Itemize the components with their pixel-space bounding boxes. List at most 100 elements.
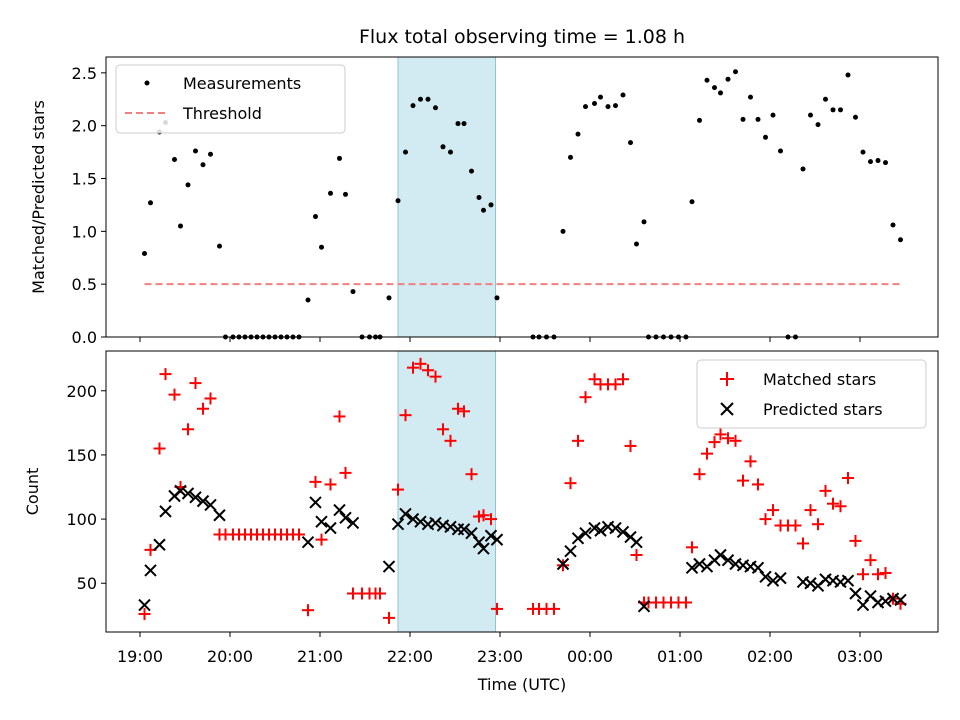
predicted-star-point (309, 496, 322, 509)
matched-star-point (392, 483, 404, 496)
measurement-point (800, 166, 806, 172)
measurement-point (712, 85, 717, 91)
time-x-tick-label: 23:00 (477, 647, 523, 666)
matched-star-point (693, 468, 706, 481)
matched-star-point (548, 602, 560, 615)
predicted-star-point (856, 598, 870, 612)
predicted-star-point (879, 594, 892, 608)
matched-star-point (834, 500, 847, 513)
matched-star-point (383, 611, 395, 624)
matched-star-point (153, 442, 166, 455)
matched-star-point (189, 377, 202, 390)
measurement-point (605, 104, 611, 110)
measurement-point (217, 243, 222, 249)
ratio-y-tick-label: 2.5 (72, 64, 97, 83)
count-y-tick-label: 200 (66, 382, 97, 401)
measurement-point (592, 100, 597, 106)
legend-matched-marker (720, 372, 734, 386)
matched-star-point (722, 432, 734, 445)
matched-star-point (572, 434, 584, 447)
count-y-tick-label: 50 (77, 574, 97, 593)
time-x-tick-label: 20:00 (207, 647, 253, 666)
observing-window-highlight-bottom (397, 350, 496, 633)
count-legend: Matched stars Predicted stars (696, 359, 927, 429)
matched-star-point (680, 596, 692, 609)
predicted-star-point (429, 516, 442, 530)
measurement-point (403, 149, 408, 155)
measurement-point (641, 219, 647, 225)
matched-star-point (579, 391, 592, 404)
predicted-star-point (637, 600, 651, 613)
matched-star-point (399, 409, 412, 422)
measurement-point (704, 77, 710, 83)
matched-star-point (422, 364, 434, 377)
matched-star-point (872, 568, 884, 581)
matched-star-point (564, 477, 577, 490)
measurement-point (148, 200, 153, 206)
time-x-axis-label: Time (UTC) (477, 675, 566, 694)
predicted-star-point (594, 524, 607, 537)
ratio-y-tick-label: 2.0 (72, 117, 97, 136)
count-y-tick-label: 150 (66, 446, 97, 465)
predicted-star-point (714, 548, 727, 562)
measurement-point (142, 251, 147, 257)
matched-star-point (444, 434, 457, 447)
predicted-star-point (609, 521, 622, 535)
measurement-point (860, 149, 866, 155)
measurement-point (718, 90, 723, 96)
ratio-panel: 0.0 0.5 1.0 1.5 2.0 2.5 Matched/Predicted sta… (29, 56, 939, 347)
predicted-star-point (759, 570, 772, 584)
predicted-star-point (693, 557, 706, 571)
ratio-y-tick-label: 0.0 (72, 328, 97, 347)
ratio-y-tick-label: 1.5 (72, 170, 97, 189)
ratio-y-axis-label: Matched/Predicted stars (29, 100, 48, 294)
chart-title: Flux total observing time = 1.08 h (359, 26, 685, 48)
predicted-star-point (484, 529, 498, 542)
measurement-point (634, 241, 639, 247)
matched-star-point (588, 373, 601, 386)
matched-star-point (429, 370, 442, 383)
matched-star-point (708, 436, 721, 449)
matched-star-point (729, 434, 742, 447)
time-x-tick-label: 02:00 (747, 647, 793, 666)
matched-star-point (197, 402, 209, 415)
predicted-star-point (477, 542, 490, 555)
matched-star-point (485, 513, 497, 526)
measurement-point (815, 122, 821, 128)
predicted-star-point (894, 593, 907, 607)
measurement-point (830, 107, 836, 113)
time-x-tick-label: 01:00 (657, 647, 703, 666)
predicted-star-point (556, 557, 570, 571)
predicted-star-point (333, 503, 346, 517)
measurement-point (455, 121, 461, 127)
count-panel: 50 100 150 200 19:00 20:00 21:00 22:00 23:00 00:… (23, 350, 939, 694)
predicted-star-point (213, 509, 226, 522)
measurement-point (328, 190, 333, 196)
matched-star-point (812, 518, 824, 531)
legend-matched-label: Matched stars (763, 370, 876, 389)
legend-measurements-marker (144, 80, 150, 86)
predicted-star-point (766, 574, 780, 587)
measurement-point (461, 121, 467, 127)
matched-star-point (324, 478, 337, 491)
matched-star-point (609, 378, 622, 391)
predicted-star-point (804, 577, 817, 590)
measurement-point (575, 131, 581, 137)
measurement-point (755, 116, 761, 122)
measurement-point (838, 107, 843, 113)
measurement-point (770, 112, 776, 118)
matched-star-point (315, 533, 328, 546)
time-x-tick-label: 22:00 (387, 647, 433, 666)
ratio-y-tick-label: 0.5 (72, 275, 97, 294)
measurement-point (410, 103, 416, 109)
matched-star-point (465, 468, 478, 481)
legend-predicted-marker (720, 402, 734, 416)
count-y-tick-label: 100 (66, 510, 97, 529)
matched-star-point (759, 513, 772, 526)
matched-star-point (458, 405, 470, 418)
predicted-star-point (721, 553, 735, 567)
predicted-star-point (849, 587, 862, 600)
predicted-star-point (751, 561, 765, 575)
matched-star-point (624, 439, 637, 452)
matched-star-point (819, 484, 832, 497)
